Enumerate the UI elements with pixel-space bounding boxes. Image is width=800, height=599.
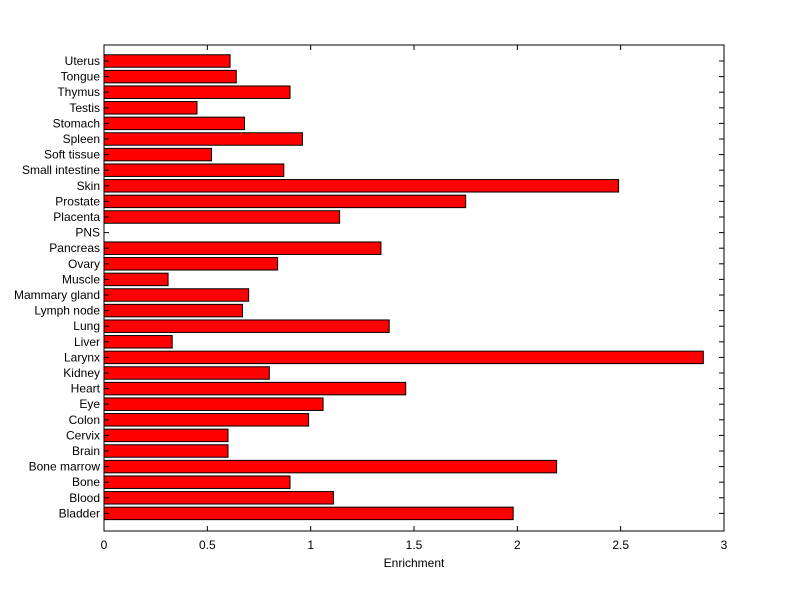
y-tick-label-cervix: Cervix [66, 428, 100, 442]
y-tick-label-brain: Brain [72, 444, 100, 458]
bar-testis [103, 101, 198, 115]
bar-heart [103, 381, 407, 396]
bar-liver [103, 335, 173, 349]
bar-brain [103, 444, 229, 458]
y-tick-label-spleen: Spleen [63, 132, 100, 146]
bar-prostate [103, 194, 467, 209]
y-tick-label-kidney: Kidney [63, 366, 100, 380]
bar-thymus [103, 85, 291, 99]
bar-soft-tissue [103, 147, 212, 162]
bar-pancreas [103, 241, 382, 255]
y-tick-label-soft-tissue: Soft tissue [44, 148, 100, 162]
bar-eye [103, 397, 324, 411]
bar-spleen [103, 132, 303, 146]
plot-frame [103, 44, 725, 532]
y-tick-label-uterus: Uterus [65, 54, 100, 68]
bar-small-intestine [103, 163, 285, 177]
y-tick-label-pancreas: Pancreas [49, 241, 100, 255]
bar-lymph-node [103, 303, 243, 318]
bar-larynx [103, 350, 704, 365]
y-tick-label-lung: Lung [73, 319, 100, 333]
bar-cervix [103, 428, 229, 443]
x-tick-label-5: 2.5 [612, 538, 629, 552]
y-tick-label-eye: Eye [79, 397, 100, 411]
bar-ovary [103, 257, 279, 271]
y-tick-label-testis: Testis [69, 101, 100, 115]
y-tick-label-lymph-node: Lymph node [34, 304, 100, 318]
x-ticks-group: 0 0.5 1 1.5 2 2.5 3 [101, 45, 728, 552]
y-tick-label-blood: Blood [69, 491, 100, 505]
x-tick-label-3: 1.5 [406, 538, 423, 552]
y-tick-label-bone-marrow: Bone marrow [29, 460, 101, 474]
y-tick-label-bone: Bone [72, 475, 100, 489]
y-tick-label-skin: Skin [77, 179, 100, 193]
y-tick-label-mammary-gland: Mammary gland [14, 288, 100, 302]
x-axis-title: Enrichment [384, 556, 445, 570]
x-tick-label-6: 3 [721, 538, 728, 552]
y-tick-label-placenta: Placenta [53, 210, 100, 224]
bar-blood [103, 491, 334, 505]
y-tick-label-ovary: Ovary [68, 257, 100, 271]
bar-stomach [103, 116, 246, 131]
x-tick-label-2: 1 [307, 538, 314, 552]
y-tick-label-colon: Colon [69, 413, 100, 427]
y-tick-label-small-intestine: Small intestine [22, 163, 100, 177]
bar-kidney [103, 366, 270, 380]
y-tick-label-muscle: Muscle [62, 272, 100, 286]
y-tick-label-tongue: Tongue [61, 70, 101, 84]
bar-mammary-gland [103, 288, 250, 302]
y-tick-label-heart: Heart [71, 382, 101, 396]
bar-placenta [103, 210, 341, 224]
y-tick-label-thymus: Thymus [57, 85, 100, 99]
x-tick-label-0: 0 [101, 538, 108, 552]
x-tick-label-4: 2 [514, 538, 521, 552]
bar-skin [103, 179, 620, 193]
bar-uterus [103, 54, 231, 68]
bar-bladder [103, 506, 514, 521]
y-tick-label-larynx: Larynx [64, 350, 100, 364]
bar-tongue [103, 69, 237, 84]
y-tick-label-stomach: Stomach [53, 116, 100, 130]
y-tick-label-bladder: Bladder [59, 506, 100, 520]
y-tick-label-pns: PNS [75, 226, 100, 240]
bar-bone-marrow [103, 459, 558, 474]
y-tick-label-prostate: Prostate [55, 194, 100, 208]
bar-bone [103, 475, 291, 489]
bar-lung [103, 319, 390, 333]
y-tick-label-liver: Liver [74, 335, 100, 349]
bar-colon [103, 413, 310, 427]
x-tick-label-1: 0.5 [199, 538, 216, 552]
bar-muscle [103, 272, 169, 287]
